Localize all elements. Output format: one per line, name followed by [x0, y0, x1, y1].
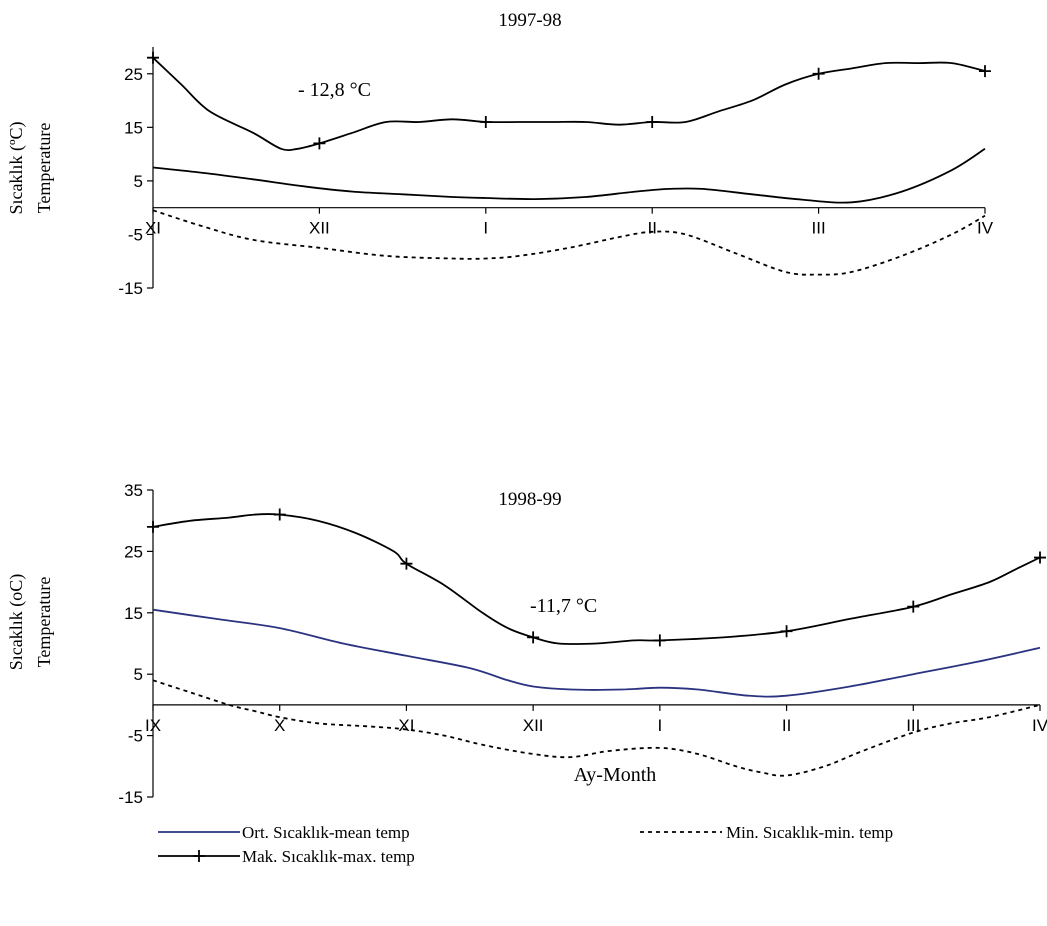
data-point-max — [479, 115, 492, 128]
y-tick-label: 25 — [124, 542, 143, 561]
x-tick-label: XII — [523, 716, 544, 735]
chart-title: 1998-99 — [498, 489, 561, 510]
legend-label-min: Min. Sıcaklık-min. temp — [726, 823, 893, 842]
data-point-max — [147, 520, 159, 533]
x-tick-label: I — [657, 716, 662, 735]
x-tick-label: IV — [977, 219, 994, 238]
y-axis-label-secondary: Temperature — [34, 577, 54, 668]
data-point-max — [147, 51, 159, 64]
data-point-max — [979, 65, 991, 78]
y-axis-label: Sıcaklık (ºC) — [6, 121, 27, 214]
data-point-max — [527, 631, 540, 644]
x-tick-label: XI — [145, 219, 161, 238]
legend-plus-marker — [193, 850, 205, 862]
x-tick-label: IX — [145, 716, 161, 735]
y-tick-label: -15 — [118, 279, 143, 298]
data-point-max — [400, 557, 413, 570]
chart-title: 1997-98 — [498, 10, 561, 31]
y-tick-label: 35 — [124, 481, 143, 500]
min-temp-annotation: -11,7 °C — [530, 595, 597, 617]
data-point-max — [907, 600, 920, 613]
x-tick-label: I — [483, 219, 488, 238]
data-point-max — [1034, 551, 1046, 564]
series-line-min — [152, 679, 1041, 777]
x-tick-label: X — [274, 716, 285, 735]
legend-label-mean: Ort. Sıcaklık-mean temp — [242, 823, 410, 842]
data-point-max — [313, 137, 326, 150]
x-axis-label: Ay-Month — [574, 764, 657, 786]
y-tick-label: 15 — [124, 604, 143, 623]
data-point-max — [812, 67, 825, 80]
legend: Ort. Sıcaklık-mean temp Min. Sıcaklık-mi… — [158, 823, 893, 866]
y-tick-label: 25 — [124, 65, 143, 84]
series-line-min — [152, 209, 986, 276]
legend-label-max: Mak. Sıcaklık-max. temp — [242, 847, 415, 866]
data-point-max — [646, 115, 659, 128]
x-tick-label: II — [782, 716, 791, 735]
y-tick-label: 5 — [134, 172, 143, 191]
data-point-max — [780, 625, 793, 638]
y-axis-label-secondary: Temperature — [34, 123, 54, 214]
data-point-max — [653, 634, 666, 647]
series-line-mean — [152, 148, 986, 204]
y-tick-label: 15 — [124, 118, 143, 137]
x-tick-label: III — [812, 219, 826, 238]
y-tick-label: -15 — [118, 788, 143, 807]
x-tick-label: IV — [1032, 716, 1047, 735]
y-tick-label: -5 — [128, 727, 143, 746]
x-tick-label: II — [647, 219, 656, 238]
series-line-max — [152, 57, 986, 152]
series-line-mean — [152, 608, 1041, 698]
min-temp-annotation: - 12,8 °C — [298, 79, 371, 101]
series-line-max — [152, 513, 1041, 645]
x-tick-label: III — [906, 716, 920, 735]
y-axis-label: Sıcaklık (oC) — [6, 574, 27, 671]
x-tick-label: XI — [398, 716, 414, 735]
y-tick-label: 5 — [134, 665, 143, 684]
x-tick-label: XII — [309, 219, 330, 238]
data-point-max — [273, 508, 286, 521]
y-tick-label: -5 — [128, 225, 143, 244]
